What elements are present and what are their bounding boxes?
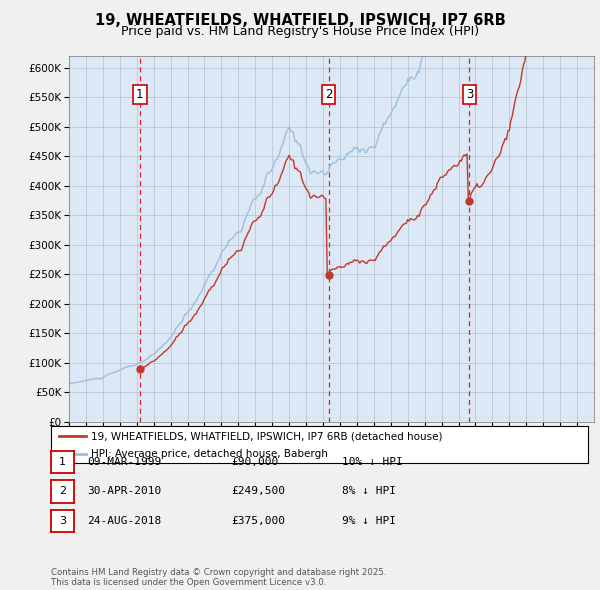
Text: 3: 3: [59, 516, 66, 526]
Text: 09-MAR-1999: 09-MAR-1999: [87, 457, 161, 467]
Text: HPI: Average price, detached house, Babergh: HPI: Average price, detached house, Babe…: [91, 449, 328, 459]
Text: 19, WHEATFIELDS, WHATFIELD, IPSWICH, IP7 6RB (detached house): 19, WHEATFIELDS, WHATFIELD, IPSWICH, IP7…: [91, 431, 443, 441]
Text: 30-APR-2010: 30-APR-2010: [87, 487, 161, 496]
Text: 24-AUG-2018: 24-AUG-2018: [87, 516, 161, 526]
Text: 3: 3: [466, 88, 473, 101]
Text: 19, WHEATFIELDS, WHATFIELD, IPSWICH, IP7 6RB: 19, WHEATFIELDS, WHATFIELD, IPSWICH, IP7…: [95, 13, 505, 28]
Text: £90,000: £90,000: [231, 457, 278, 467]
Text: 2: 2: [325, 88, 332, 101]
Text: Price paid vs. HM Land Registry's House Price Index (HPI): Price paid vs. HM Land Registry's House …: [121, 25, 479, 38]
Text: 10% ↓ HPI: 10% ↓ HPI: [342, 457, 403, 467]
Text: £249,500: £249,500: [231, 487, 285, 496]
Text: 2: 2: [59, 487, 66, 496]
Text: Contains HM Land Registry data © Crown copyright and database right 2025.
This d: Contains HM Land Registry data © Crown c…: [51, 568, 386, 587]
Text: £375,000: £375,000: [231, 516, 285, 526]
Text: 8% ↓ HPI: 8% ↓ HPI: [342, 487, 396, 496]
Text: 1: 1: [136, 88, 143, 101]
Text: 1: 1: [59, 457, 66, 467]
Text: 9% ↓ HPI: 9% ↓ HPI: [342, 516, 396, 526]
